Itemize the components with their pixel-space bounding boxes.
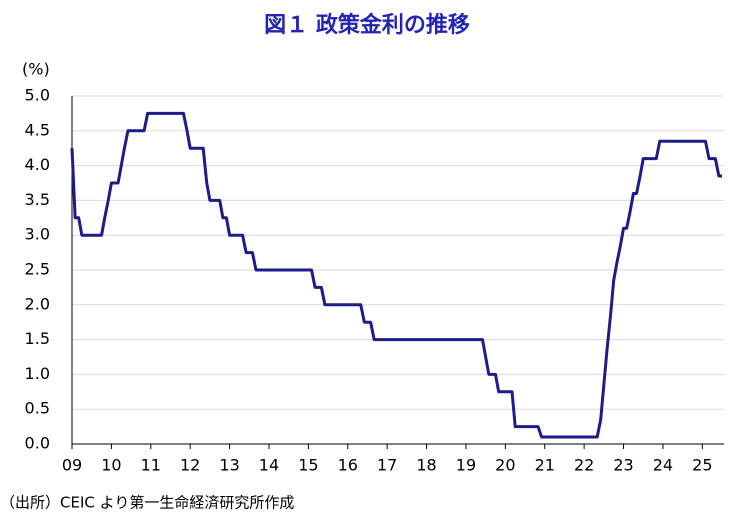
y-tick-label: 3.5 [25,190,50,209]
x-tick-label: 25 [692,456,712,475]
x-tick-label: 15 [298,456,318,475]
x-tick-label: 18 [416,456,436,475]
x-tick-label: 16 [338,456,358,475]
x-tick-label: 23 [613,456,633,475]
data-line [70,111,723,439]
y-tick-label: 4.5 [25,120,50,139]
y-tick-label: 0.0 [25,434,50,453]
x-tick-label: 22 [574,456,594,475]
x-tick-label: 17 [377,456,397,475]
y-tick-label: 3.0 [25,225,50,244]
y-tick-label: 2.5 [25,260,50,279]
x-tick-label: 24 [653,456,673,475]
x-tick-label: 14 [259,456,279,475]
x-tick-label: 10 [101,456,121,475]
y-tick-label: 0.5 [25,399,50,418]
y-tick-label: 2.0 [25,294,50,313]
y-tick-label: 4.0 [25,155,50,174]
x-tick-label: 13 [219,456,239,475]
chart-title: 図１ 政策金利の推移 [264,12,470,38]
x-tick-label: 21 [535,456,555,475]
x-tick-label: 12 [180,456,200,475]
source-note: （出所）CEIC より第一生命経済研究所作成 [0,494,294,512]
x-tick-label: 11 [141,456,161,475]
y-tick-label: 1.0 [25,364,50,383]
x-tick-label: 09 [62,456,82,475]
y-tick-label: 5.0 [25,86,50,105]
y-tick-label: 1.5 [25,329,50,348]
y-unit: (%) [22,60,50,79]
x-tick-label: 19 [456,456,476,475]
x-tick-label: 20 [495,456,515,475]
